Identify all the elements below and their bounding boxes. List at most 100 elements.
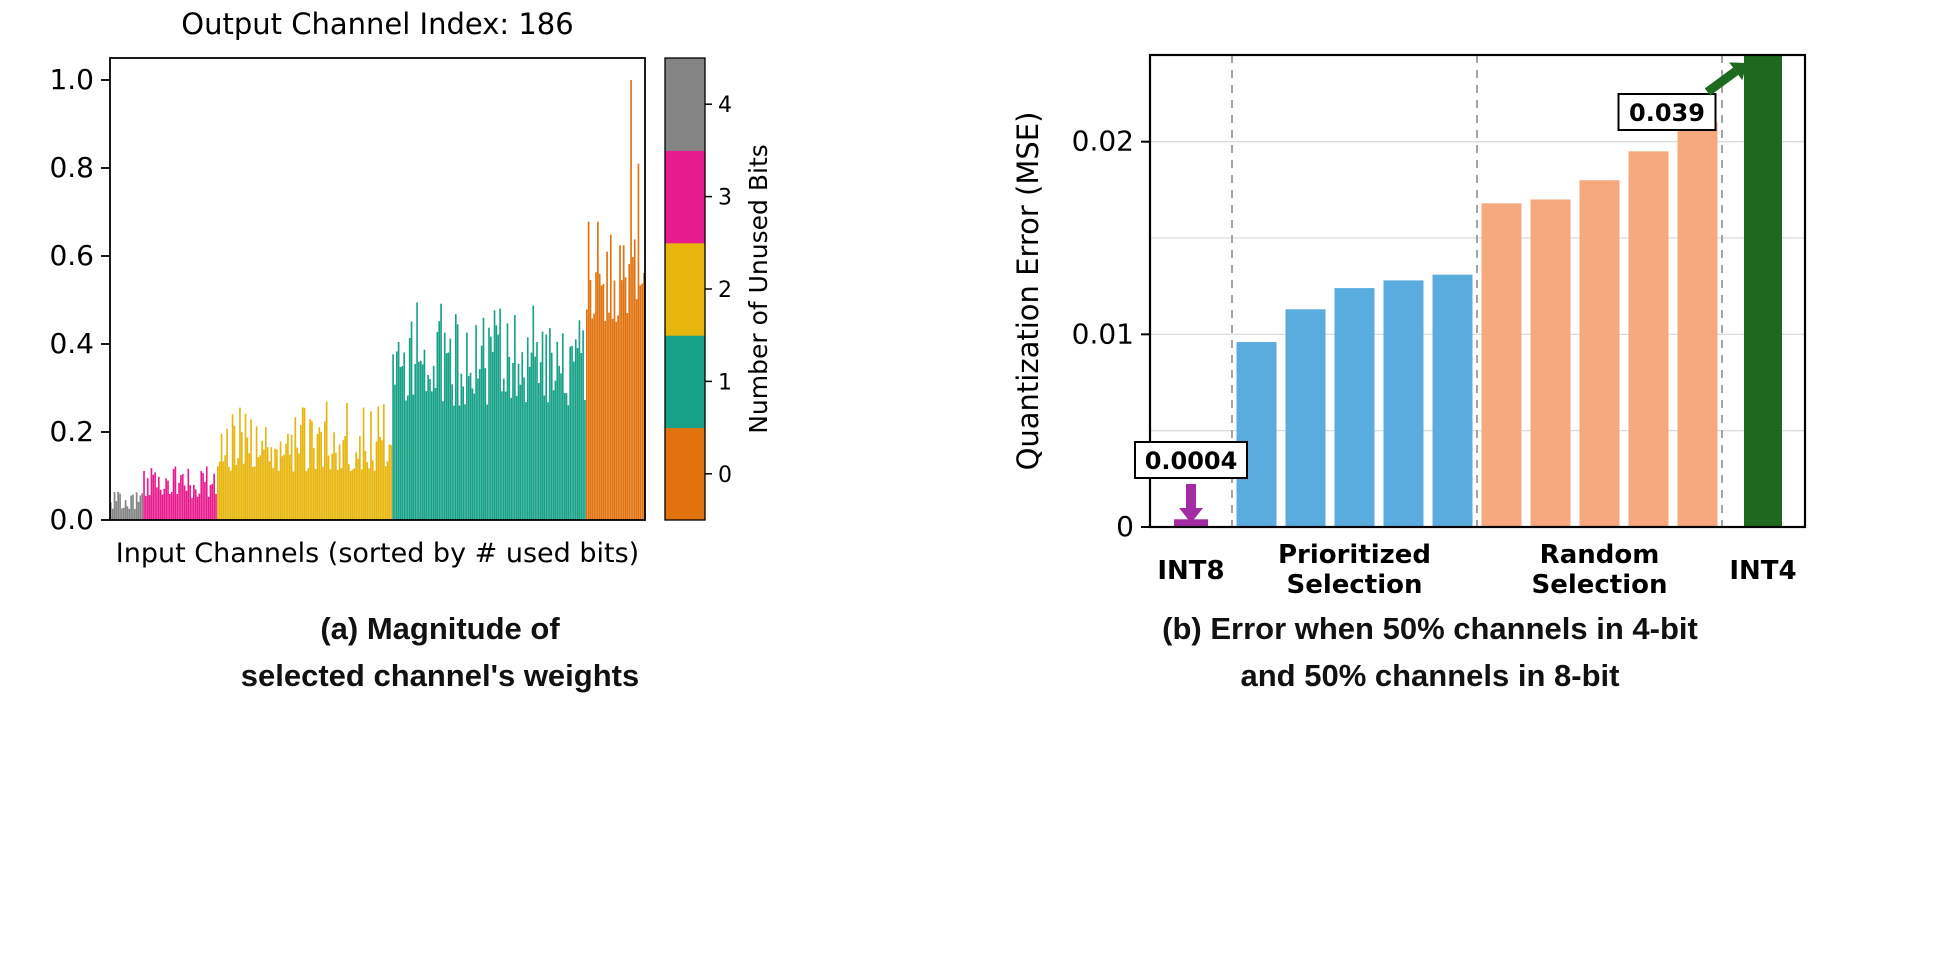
- weight-bar: [545, 334, 548, 520]
- weight-bar: [215, 494, 217, 520]
- weight-bar: [183, 485, 186, 520]
- weight-bar: [233, 425, 236, 520]
- weight-bar: [622, 245, 625, 521]
- weight-bar: [122, 507, 125, 520]
- annotation-box: [1617, 93, 1717, 131]
- panel-b-ytick-label: 0.01: [1072, 317, 1134, 350]
- weight-bar: [181, 473, 184, 520]
- weight-bar: [351, 469, 354, 520]
- weight-bar: [172, 469, 175, 520]
- panel-a-chart: 0.0 0.2 0.4 0.6 0.8 1.0 Output Channel Index: …: [49, 7, 773, 569]
- weight-bar: [229, 470, 232, 520]
- weight-bar: [355, 452, 358, 520]
- weight-bar: [456, 324, 459, 520]
- error-bar-random-selection: [1628, 151, 1669, 527]
- panel-b-ytick-label: 0.02: [1072, 125, 1134, 158]
- weight-bar: [231, 414, 234, 520]
- weight-bar: [484, 368, 487, 520]
- weight-bar: [584, 399, 586, 520]
- weight-bar: [414, 364, 417, 520]
- weight-bar: [421, 364, 424, 520]
- weight-bar: [320, 431, 322, 520]
- weight-bar: [410, 321, 413, 520]
- weight-bar: [429, 379, 431, 520]
- weight-bar: [169, 493, 171, 520]
- weight-bar: [283, 454, 286, 520]
- weight-bar: [139, 495, 142, 520]
- weight-bar: [443, 332, 446, 520]
- weight-bar: [615, 321, 618, 520]
- weight-bar: [635, 299, 638, 520]
- weight-bar: [543, 395, 546, 520]
- panel-b-xtick-label: INT4: [1729, 556, 1796, 586]
- caption-b-line-1: (b) Error when 50% channels in 4-bit: [1162, 611, 1698, 646]
- weight-bar: [632, 257, 634, 520]
- weight-bar: [344, 436, 346, 520]
- weight-bar: [608, 312, 610, 520]
- weight-bar: [240, 432, 243, 520]
- weight-bar: [235, 464, 238, 520]
- weight-bar: [552, 390, 555, 520]
- error-bar-random-selection: [1677, 122, 1718, 527]
- weight-bar: [180, 475, 182, 520]
- weight-bar: [621, 280, 623, 520]
- weight-bar: [253, 466, 256, 520]
- weight-bar: [176, 494, 179, 520]
- weight-bar: [578, 320, 581, 520]
- weight-bar: [381, 440, 383, 520]
- weight-bar: [178, 482, 180, 520]
- weight-bar: [237, 457, 239, 520]
- panel-b-xtick-label: Random: [1540, 540, 1660, 570]
- weight-bar: [239, 407, 241, 520]
- weight-bar: [266, 447, 269, 520]
- weight-bar: [558, 365, 560, 520]
- annotation-arrowhead: [1179, 508, 1203, 523]
- weight-bar: [318, 427, 321, 520]
- weight-bar: [523, 377, 525, 520]
- weight-bar: [571, 345, 573, 520]
- weight-bar: [222, 461, 225, 520]
- weight-bar: [242, 463, 245, 520]
- weight-bar: [506, 323, 509, 520]
- weight-bar: [384, 466, 387, 520]
- weight-bar: [324, 421, 326, 520]
- weight-bar: [276, 449, 278, 520]
- caption-b-line-2: and 50% channels in 8-bit: [1240, 658, 1620, 693]
- panel-b-xtick-label: Selection: [1531, 570, 1667, 600]
- weight-bar: [407, 395, 409, 520]
- weight-bar: [630, 80, 632, 520]
- weight-bar: [569, 346, 572, 520]
- weight-bar: [482, 317, 485, 520]
- weight-bar: [312, 447, 315, 520]
- weight-bar: [624, 277, 627, 520]
- weight-bar: [193, 484, 195, 520]
- weight-bar: [257, 457, 260, 520]
- weight-bar: [371, 460, 374, 520]
- weight-bar: [462, 386, 465, 520]
- panel-b-ytick-label: 0: [1116, 510, 1134, 543]
- weight-bar: [641, 283, 643, 520]
- weight-bar: [643, 273, 645, 520]
- weight-bar: [279, 441, 282, 520]
- weight-bar: [477, 378, 479, 520]
- weight-bar: [573, 361, 575, 520]
- panel-a-ytick-label: 0.6: [49, 239, 94, 272]
- weight-bar: [301, 407, 304, 520]
- weight-bar: [597, 221, 599, 521]
- colorbar-tick-label: 1: [718, 370, 732, 395]
- weight-bar: [220, 433, 223, 520]
- weight-bar: [362, 407, 365, 520]
- weight-bar: [198, 493, 201, 520]
- annotation-arrowhead: [1729, 62, 1747, 81]
- weight-bar: [442, 401, 444, 520]
- colorbar-segment: [665, 427, 705, 521]
- weight-bar: [539, 362, 542, 520]
- weight-bar: [359, 436, 361, 520]
- caption-panel-b: (b) Error when 50% channels in 4-bit and…: [930, 605, 1930, 699]
- weight-bar: [187, 468, 190, 520]
- weight-bar: [342, 439, 345, 520]
- error-bar-prioritized-selection: [1236, 342, 1277, 527]
- weight-bar: [469, 372, 472, 520]
- panel-b-xtick-label: INT8: [1157, 556, 1224, 586]
- weight-bar: [207, 496, 210, 520]
